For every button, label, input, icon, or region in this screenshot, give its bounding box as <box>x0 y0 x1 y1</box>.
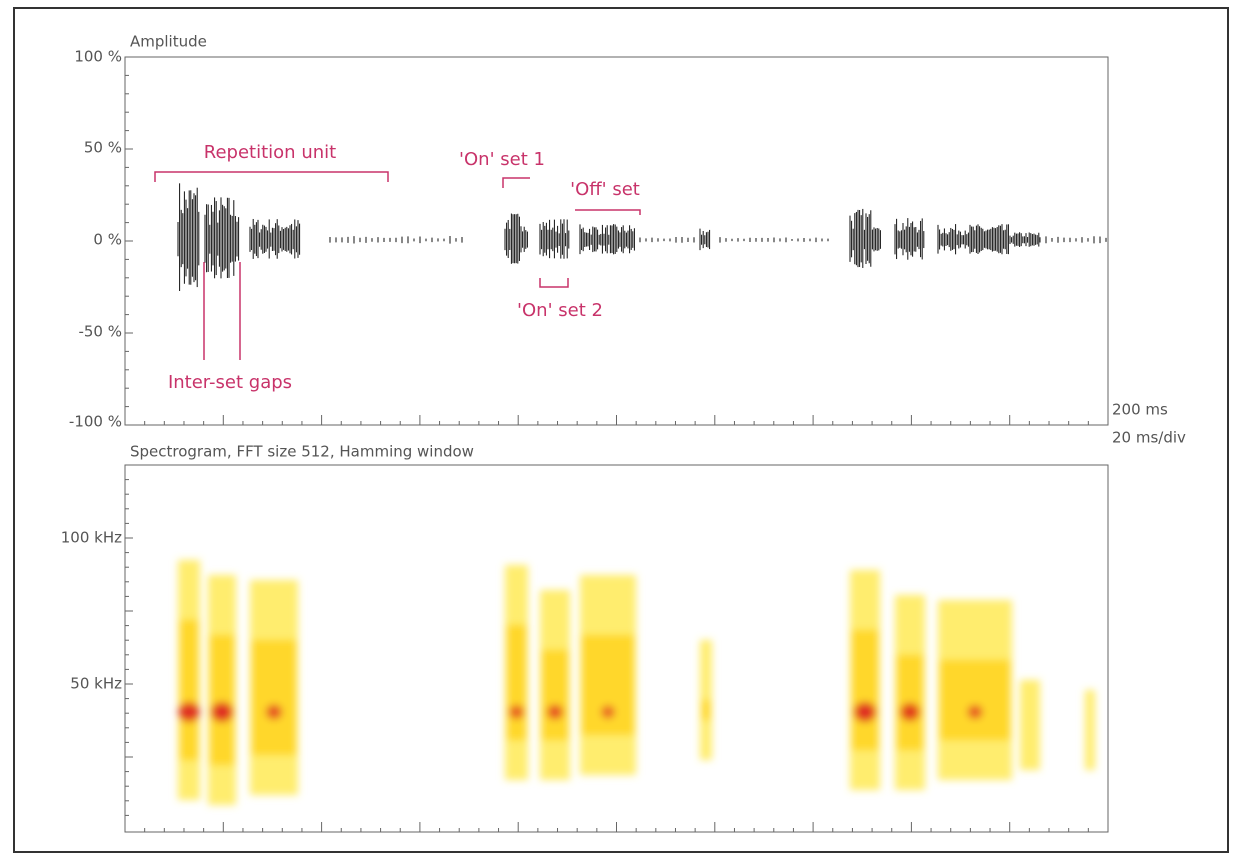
y-tick-label: 50 % <box>84 139 122 157</box>
spectral-peak <box>211 702 233 722</box>
oscillogram: Amplitude 100 % 50 % 0 % -50 % -100 % 20… <box>69 33 1186 447</box>
y-tick-label: 50 kHz <box>70 675 122 693</box>
spectral-peak <box>266 704 282 720</box>
time-span: 200 ms <box>1112 401 1168 419</box>
off-set-bracket <box>575 209 641 215</box>
spectrogram-blobs <box>178 560 1095 805</box>
spectral-core <box>582 635 634 735</box>
spectral-core <box>702 700 710 720</box>
y-tick-label: 100 kHz <box>61 529 122 547</box>
y-tick-label: -50 % <box>78 323 122 341</box>
spectral-peak <box>854 702 876 722</box>
spectral-core <box>897 655 923 750</box>
spectral-peak <box>509 705 524 719</box>
spec-title: Spectrogram, FFT size 512, Hamming windo… <box>130 443 474 461</box>
annotation: 'Off' set <box>570 179 640 200</box>
spectral-core <box>180 620 198 760</box>
spectral-core <box>210 635 234 765</box>
spectral-core <box>940 660 1010 740</box>
spectral-core <box>507 625 526 740</box>
spectral-band <box>1085 690 1095 770</box>
annotation: 'On' set 1 <box>459 149 545 170</box>
annotation-lines <box>154 171 641 360</box>
spectral-peak <box>601 705 615 719</box>
time-division: 20 ms/div <box>1112 429 1186 447</box>
gap-lines <box>203 262 241 360</box>
spectral-peak <box>178 702 200 722</box>
spectral-core <box>542 650 568 740</box>
spectral-core <box>252 640 296 755</box>
repetition-bracket <box>154 171 389 182</box>
frame <box>13 7 1229 853</box>
on-set-1-bracket <box>502 177 530 188</box>
annotation: Repetition unit <box>204 142 336 163</box>
y-tick-label: -100 % <box>69 413 122 431</box>
spectral-peak <box>900 703 920 721</box>
y-tick-label: 0 % <box>93 231 122 249</box>
y-tick-label: 100 % <box>74 48 122 66</box>
spectral-band <box>1020 680 1040 770</box>
spectral-peak <box>967 705 983 719</box>
on-set-2-bracket <box>539 278 569 288</box>
annotation: 'On' set 2 <box>517 300 603 321</box>
osc-title: Amplitude <box>130 33 207 51</box>
spectrogram: Spectrogram, FFT size 512, Hamming windo… <box>61 443 1109 833</box>
spectral-peak <box>547 704 563 720</box>
annotation: Inter-set gaps <box>168 372 292 393</box>
spectral-core <box>852 630 878 750</box>
